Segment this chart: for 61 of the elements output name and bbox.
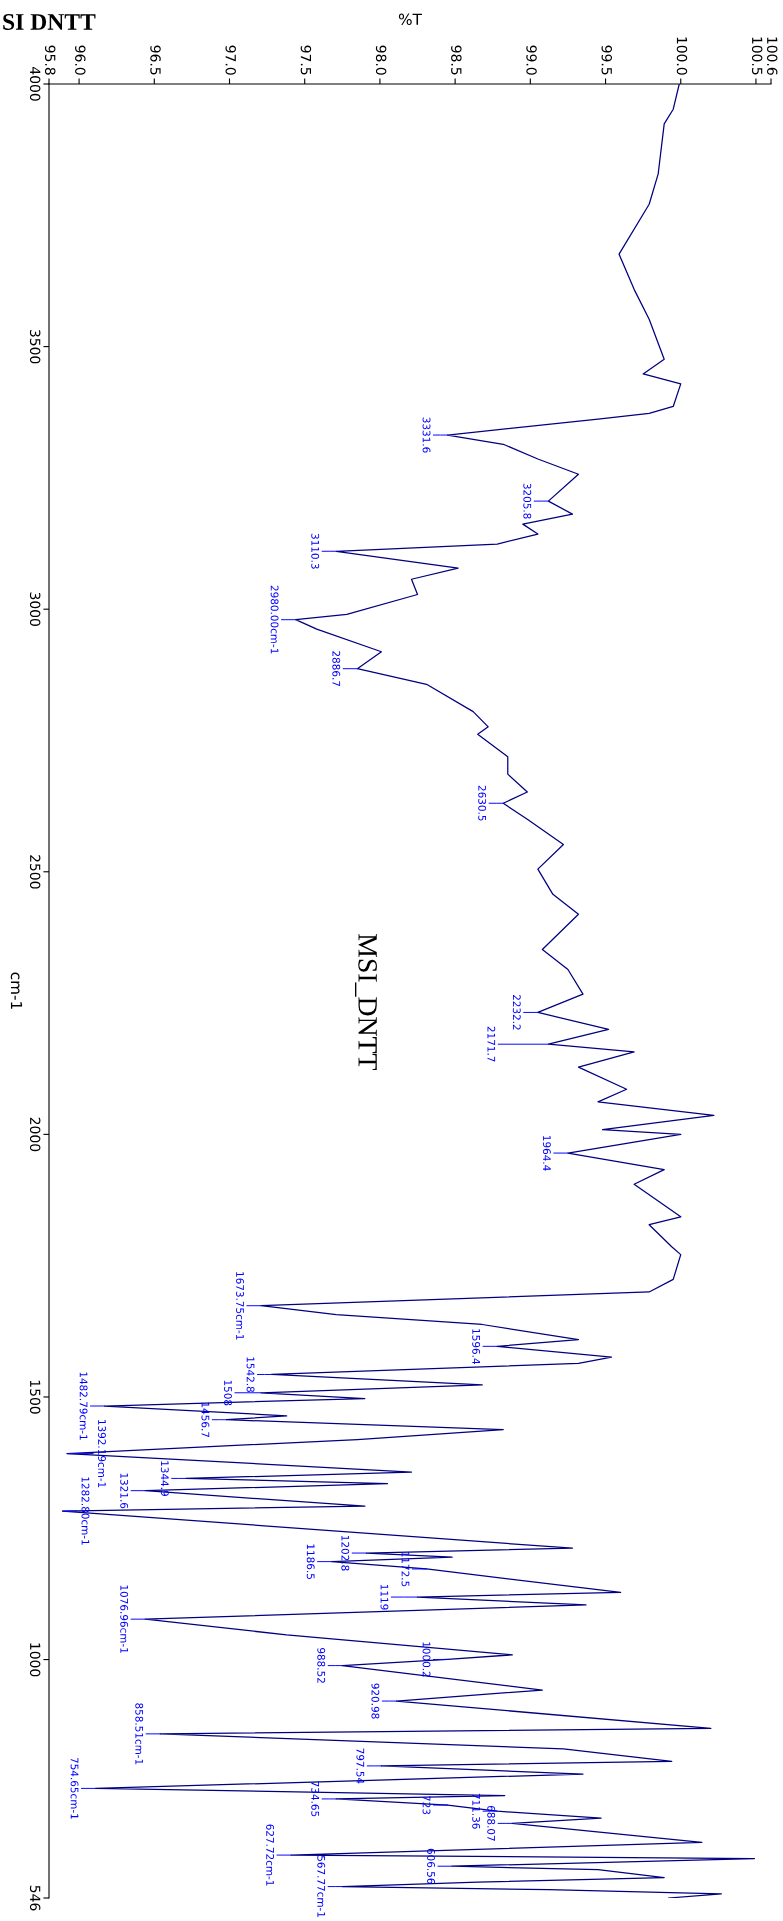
y-tick-label: 4000 [29,67,41,101]
y-tick-label: 3500 [29,329,41,364]
annotation: 734.65 [311,1781,320,1817]
annotation: 1392.19cm-1 [98,1420,106,1488]
annotation: 1172.5 [401,1551,410,1587]
annotation: 988.52 [317,1648,326,1683]
x-tick-label: 99.0 [526,45,537,75]
annotation: MSI_DNTT [354,934,377,1071]
annotation: 797.54 [356,1748,365,1784]
annotation: 1482.79cm-1 [79,1372,88,1440]
annotation: 2171.7 [487,1026,496,1062]
annotation: 3205.8 [523,483,532,519]
annotation: 1508 [224,1380,232,1406]
y-tick-label: 1500 [29,1380,41,1414]
annotation: 627.72cm-1 [266,1824,275,1886]
x-tick-label: 100.5 [751,37,763,75]
x-axis-title: %T [398,13,422,26]
annotation: 1321.6 [120,1473,129,1509]
y-tick-label: 2000 [29,1117,41,1152]
annotation: 3110.3 [311,533,320,569]
y-axis-title: cm-1 [10,972,23,1009]
x-tick-label: 100.0 [676,37,688,75]
annotation: 920.98 [371,1683,380,1719]
annotation: 2980.00cm-1 [270,585,279,654]
annotation: 1596.4 [472,1329,481,1364]
annotation: 1076.96cm-1 [120,1585,129,1653]
x-tick-label: 97.0 [225,45,236,75]
annotation: 754.65cm-1 [70,1757,79,1819]
annotation: 1456.7 [201,1402,210,1438]
annotation: 1344.9 [160,1461,169,1496]
x-tick-label: 99.5 [601,45,613,75]
annotation: 711.36 [472,1793,481,1829]
x-tick-label: 96.0 [75,45,86,75]
y-tick-label: 2500 [29,855,41,889]
annotation: 723 [422,1795,431,1815]
annotation: 858.51cm-1 [135,1703,144,1765]
y-tick-label: 546 [29,1885,41,1911]
x-tick-label: 100.6 [766,37,778,75]
annotation: 1964.4 [542,1135,551,1171]
x-tick-label: 98.5 [451,45,462,75]
annotation: 1542.8 [246,1357,255,1392]
x-tick-label: 95.8 [44,45,56,75]
annotation: 1202.8 [341,1535,350,1571]
chart-title: SI DNTT [3,14,96,30]
annotation: 1186.5 [306,1544,315,1579]
annotation: 1673.75cm-1 [236,1272,244,1340]
annotation: 2630.5 [478,785,487,821]
annotation: 688.07 [487,1805,496,1841]
annotation: 1282.80cm-1 [81,1477,90,1545]
x-tick-label: 98.0 [375,45,387,75]
x-tick-label: 96.5 [150,45,161,75]
y-tick-label: 3000 [29,592,41,626]
annotation: 2232.2 [512,994,521,1030]
annotation: 1000.2 [422,1642,431,1677]
y-tick-label: 1000 [29,1643,41,1677]
annotation: 606.56 [427,1848,435,1884]
annotation: 3331.6 [422,417,431,453]
x-tick-label: 97.5 [300,45,312,75]
annotation: 1119 [380,1584,389,1610]
annotation: 567.77cm-1 [317,1856,326,1917]
annotation: 2886.7 [332,651,341,687]
